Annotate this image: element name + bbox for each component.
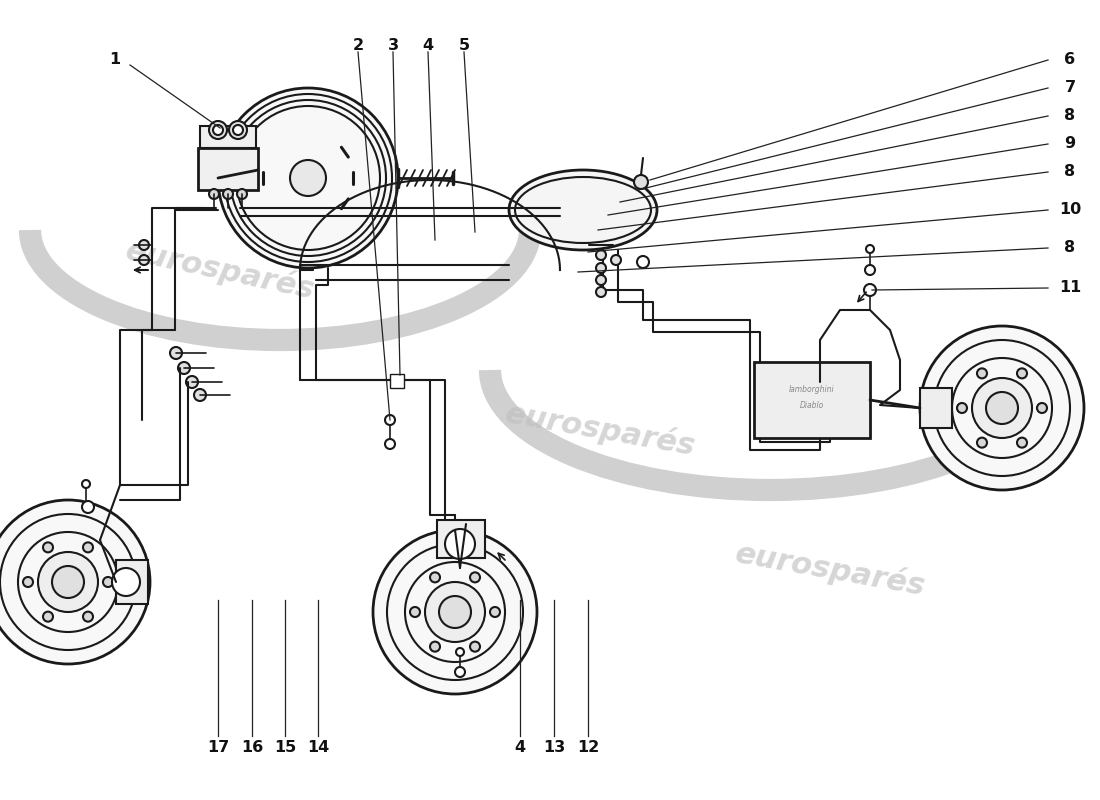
- Text: eurosparés: eurosparés: [503, 398, 697, 462]
- Text: 8: 8: [1065, 241, 1076, 255]
- Bar: [116, 560, 148, 604]
- Circle shape: [1018, 368, 1027, 378]
- Circle shape: [470, 572, 480, 582]
- Circle shape: [82, 542, 94, 552]
- Text: 4: 4: [422, 38, 433, 53]
- Circle shape: [920, 326, 1084, 490]
- Bar: [920, 388, 951, 428]
- Circle shape: [470, 642, 480, 652]
- Bar: [437, 520, 485, 558]
- Circle shape: [112, 568, 140, 596]
- Circle shape: [39, 552, 98, 612]
- Text: 17: 17: [207, 741, 229, 755]
- Circle shape: [82, 501, 94, 513]
- Circle shape: [1018, 438, 1027, 448]
- Bar: [754, 362, 870, 438]
- Circle shape: [23, 577, 33, 587]
- Circle shape: [490, 607, 500, 617]
- Bar: [198, 148, 258, 190]
- Circle shape: [170, 347, 182, 359]
- Circle shape: [236, 189, 248, 199]
- Text: 12: 12: [576, 741, 600, 755]
- Text: 8: 8: [1065, 109, 1076, 123]
- Circle shape: [866, 245, 874, 253]
- Ellipse shape: [509, 170, 657, 250]
- Bar: [200, 126, 256, 148]
- Text: 4: 4: [515, 741, 526, 755]
- Bar: [390, 374, 404, 388]
- Circle shape: [139, 240, 148, 250]
- Circle shape: [610, 255, 621, 265]
- Circle shape: [596, 263, 606, 273]
- Circle shape: [430, 572, 440, 582]
- Text: 6: 6: [1065, 53, 1076, 67]
- Circle shape: [233, 125, 243, 135]
- Circle shape: [446, 529, 475, 559]
- Text: 10: 10: [1059, 202, 1081, 218]
- Circle shape: [209, 121, 227, 139]
- Circle shape: [456, 648, 464, 656]
- Circle shape: [0, 500, 150, 664]
- Circle shape: [290, 160, 326, 196]
- Circle shape: [385, 415, 395, 425]
- Circle shape: [209, 189, 219, 199]
- Circle shape: [864, 284, 876, 296]
- Circle shape: [972, 378, 1032, 438]
- Circle shape: [1037, 403, 1047, 413]
- Circle shape: [43, 542, 53, 552]
- Text: 3: 3: [387, 38, 398, 53]
- Circle shape: [229, 121, 248, 139]
- Circle shape: [218, 88, 398, 268]
- Circle shape: [596, 287, 606, 297]
- Circle shape: [977, 438, 987, 448]
- Text: 16: 16: [241, 741, 263, 755]
- Circle shape: [213, 125, 223, 135]
- Text: 11: 11: [1059, 281, 1081, 295]
- Text: 14: 14: [307, 741, 329, 755]
- Circle shape: [410, 607, 420, 617]
- Circle shape: [139, 255, 148, 265]
- Circle shape: [596, 275, 606, 285]
- Circle shape: [43, 612, 53, 622]
- Circle shape: [373, 530, 537, 694]
- Circle shape: [52, 566, 84, 598]
- Text: 7: 7: [1065, 81, 1076, 95]
- Text: eurosparés: eurosparés: [122, 235, 318, 305]
- Circle shape: [194, 389, 206, 401]
- Circle shape: [865, 265, 874, 275]
- Circle shape: [82, 612, 94, 622]
- Circle shape: [430, 642, 440, 652]
- Circle shape: [596, 250, 606, 260]
- Circle shape: [385, 439, 395, 449]
- Circle shape: [186, 376, 198, 388]
- Circle shape: [82, 480, 90, 488]
- Text: 15: 15: [274, 741, 296, 755]
- Circle shape: [103, 577, 113, 587]
- Circle shape: [223, 189, 233, 199]
- Text: 13: 13: [543, 741, 565, 755]
- Text: eurosparés: eurosparés: [733, 538, 927, 602]
- Text: 2: 2: [352, 38, 364, 53]
- Circle shape: [986, 392, 1018, 424]
- Circle shape: [178, 362, 190, 374]
- Text: 1: 1: [109, 53, 121, 67]
- Text: lamborghini: lamborghini: [789, 386, 835, 394]
- Circle shape: [637, 256, 649, 268]
- Circle shape: [977, 368, 987, 378]
- Text: 9: 9: [1065, 137, 1076, 151]
- Circle shape: [439, 596, 471, 628]
- Circle shape: [957, 403, 967, 413]
- Circle shape: [455, 667, 465, 677]
- Text: Diablo: Diablo: [800, 401, 824, 410]
- Circle shape: [425, 582, 485, 642]
- Text: 5: 5: [459, 38, 470, 53]
- Circle shape: [634, 175, 648, 189]
- Text: 8: 8: [1065, 165, 1076, 179]
